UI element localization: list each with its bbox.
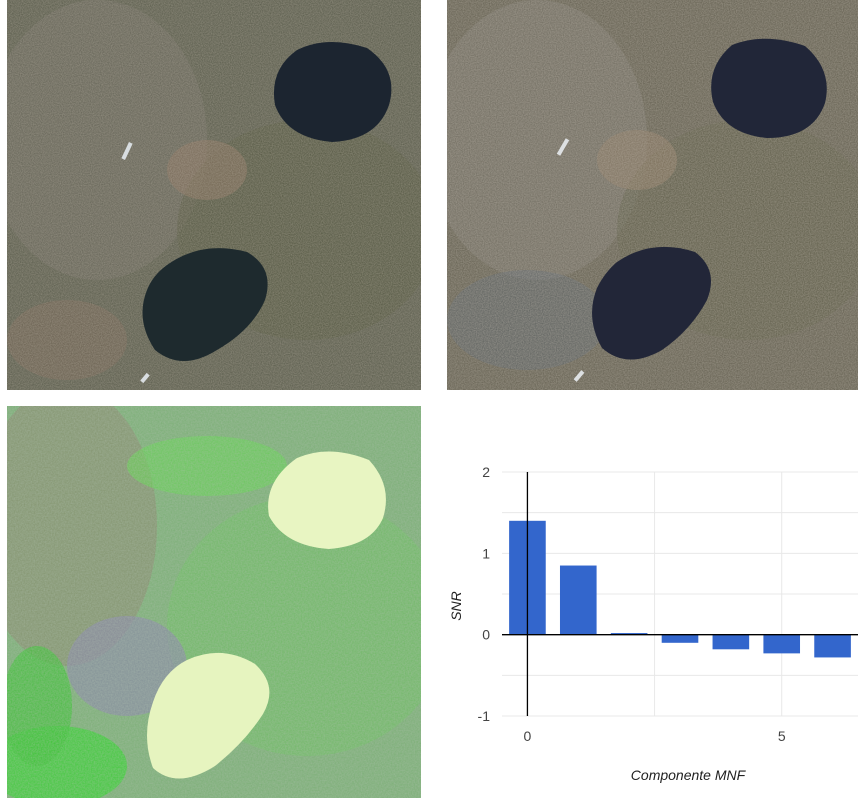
y-axis-title: SNR (448, 591, 464, 621)
satellite-image-date-2 (447, 0, 858, 390)
axis-layer (502, 472, 858, 716)
y-tick-label: 2 (482, 464, 490, 480)
x-axis-title: Componente MNF (631, 767, 747, 783)
bar-component-1 (559, 565, 597, 635)
chart-svg: 2 1 0 -1 0 5 Componente MNF SNR (448, 464, 858, 783)
bar-component-3 (661, 634, 699, 643)
mnf-composite-image (7, 406, 421, 798)
labels-layer: 2 1 0 -1 0 5 (478, 464, 786, 744)
satellite-image-date-1 (7, 0, 421, 390)
y-tick-label: 0 (482, 627, 490, 643)
snr-bar-chart: 2 1 0 -1 0 5 Componente MNF SNR (447, 430, 858, 802)
y-tick-label: -1 (478, 708, 491, 724)
bar-component-4 (712, 634, 750, 650)
grid-layer (502, 471, 858, 717)
y-tick-label: 1 (482, 545, 490, 561)
x-tick-label: 5 (778, 728, 786, 744)
bars-layer (509, 520, 851, 658)
bar-component-5 (763, 634, 801, 654)
bar-component-2 (610, 633, 648, 635)
x-tick-label: 0 (524, 728, 532, 744)
bar-component-6 (814, 634, 851, 658)
